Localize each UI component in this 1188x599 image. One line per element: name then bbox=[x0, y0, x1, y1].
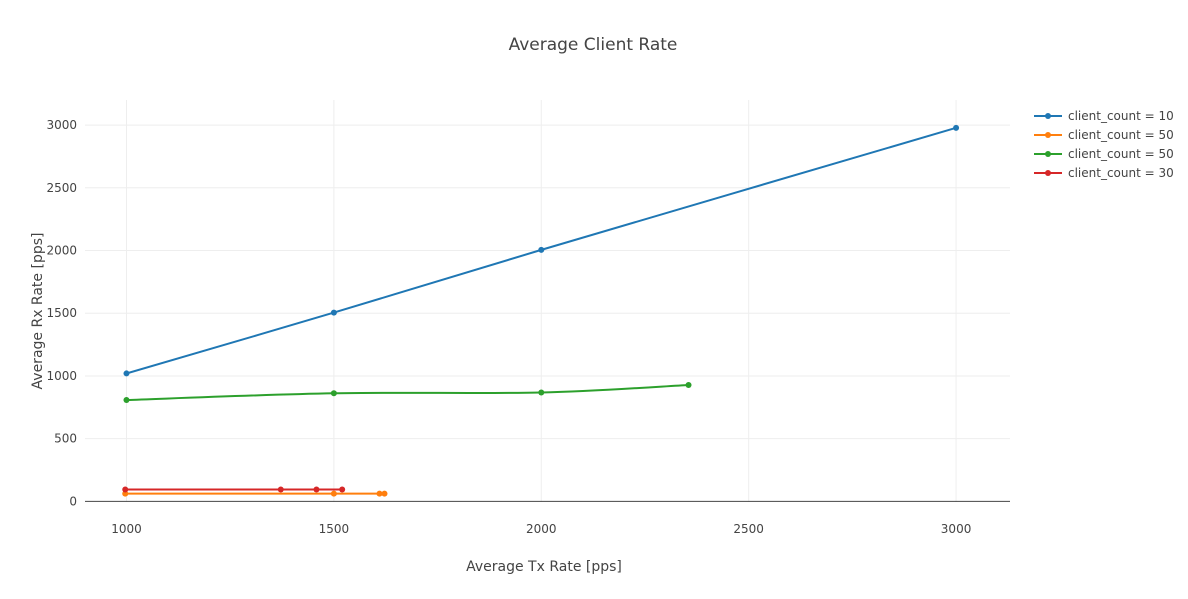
legend-label: client_count = 50 bbox=[1068, 147, 1174, 161]
data-point[interactable] bbox=[123, 370, 130, 377]
axis-layer: 1000 1500 2000 2500 3000 0 500 1000 1500 2000 2500… bbox=[46, 118, 1010, 536]
chart-title: Average Client Rate bbox=[509, 35, 678, 55]
data-point[interactable] bbox=[381, 490, 388, 497]
data-point[interactable] bbox=[277, 486, 284, 493]
x-axis-title: Average Tx Rate [pps] bbox=[466, 559, 622, 575]
data-point[interactable] bbox=[330, 390, 337, 397]
y-axis-title: Average Rx Rate [pps] bbox=[30, 233, 46, 390]
data-point[interactable] bbox=[953, 124, 960, 131]
grid-layer bbox=[85, 100, 1010, 502]
x-tick-label: 2500 bbox=[733, 522, 764, 536]
legend-item[interactable]: client_count = 10 bbox=[1034, 109, 1174, 123]
legend-swatch-marker bbox=[1045, 170, 1051, 176]
y-tick-label: 500 bbox=[54, 432, 77, 446]
legend-label: client_count = 50 bbox=[1068, 128, 1174, 142]
legend-label: client_count = 10 bbox=[1068, 109, 1174, 123]
data-point[interactable] bbox=[330, 309, 337, 316]
data-point[interactable] bbox=[685, 381, 692, 388]
legend[interactable]: client_count = 10 client_count = 50 client… bbox=[1034, 109, 1174, 180]
x-tick-label: 1000 bbox=[111, 522, 142, 536]
series-line-2[interactable] bbox=[126, 383, 689, 402]
series-layer bbox=[122, 124, 960, 497]
legend-item[interactable]: client_count = 50 bbox=[1034, 128, 1174, 142]
y-tick-label: 3000 bbox=[46, 118, 77, 132]
y-tick-label: 2000 bbox=[46, 244, 77, 258]
legend-swatch-marker bbox=[1045, 132, 1051, 138]
x-tick-label: 3000 bbox=[941, 522, 972, 536]
y-tick-label: 0 bbox=[69, 494, 77, 508]
data-point[interactable] bbox=[122, 490, 129, 497]
y-tick-label: 2500 bbox=[46, 181, 77, 195]
data-point[interactable] bbox=[339, 486, 346, 493]
data-point[interactable] bbox=[123, 397, 130, 404]
legend-swatch-marker bbox=[1045, 151, 1051, 157]
legend-label: client_count = 30 bbox=[1068, 166, 1174, 180]
legend-swatch-marker bbox=[1045, 113, 1051, 119]
data-point[interactable] bbox=[122, 486, 129, 493]
series-line-0[interactable] bbox=[126, 126, 957, 375]
data-point[interactable] bbox=[538, 389, 545, 396]
data-point[interactable] bbox=[313, 486, 320, 493]
data-point[interactable] bbox=[538, 246, 545, 253]
y-tick-label: 1500 bbox=[46, 306, 77, 320]
data-point[interactable] bbox=[376, 490, 383, 497]
data-point[interactable] bbox=[330, 490, 337, 497]
legend-item[interactable]: client_count = 50 bbox=[1034, 147, 1174, 161]
x-tick-label: 1500 bbox=[319, 522, 350, 536]
y-tick-label: 1000 bbox=[46, 369, 77, 383]
legend-item[interactable]: client_count = 30 bbox=[1034, 166, 1174, 180]
x-tick-label: 2000 bbox=[526, 522, 557, 536]
